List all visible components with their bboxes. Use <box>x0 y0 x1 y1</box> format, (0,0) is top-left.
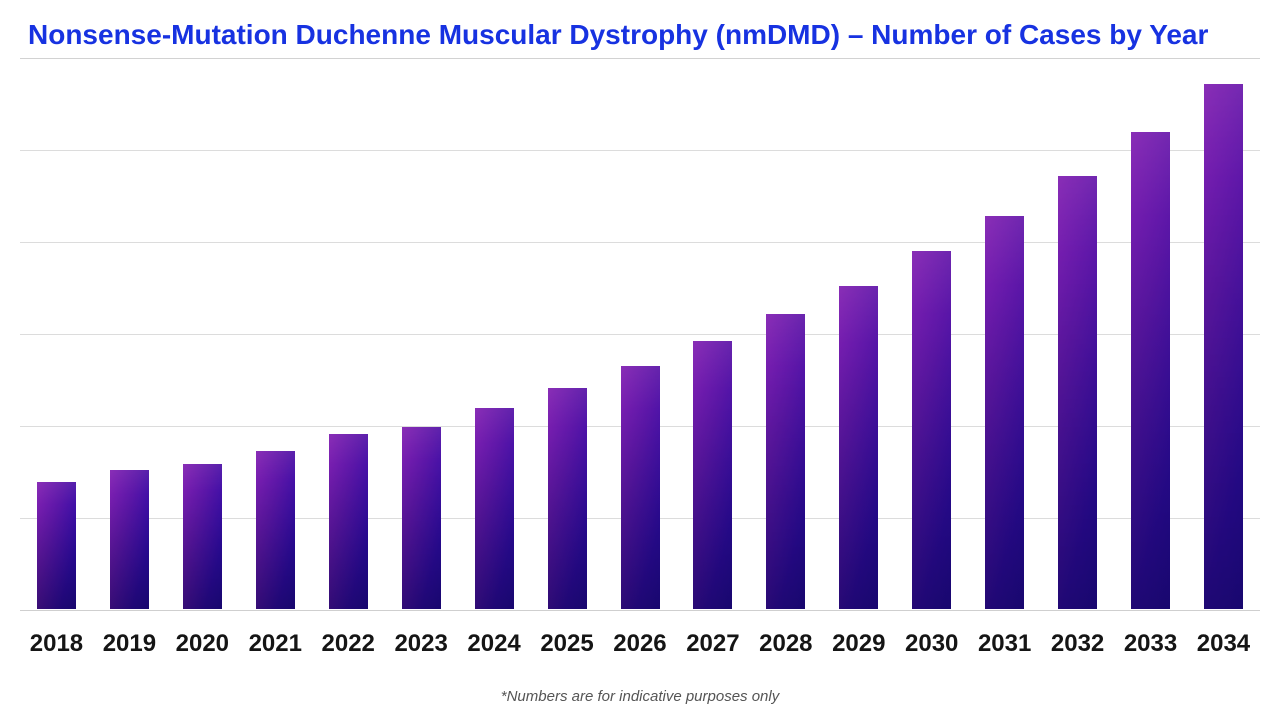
gridline <box>20 58 1260 59</box>
x-label-2033: 2033 <box>1123 630 1178 657</box>
x-label-2026: 2026 <box>613 630 667 657</box>
x-label-2020: 2020 <box>175 630 230 657</box>
x-label-2032: 2032 <box>1050 630 1105 657</box>
x-label-2031: 2031 <box>977 630 1032 657</box>
bar-2023 <box>401 426 441 609</box>
bar-2033 <box>1131 132 1171 609</box>
chart-title: Nonsense-Mutation Duchenne Muscular Dyst… <box>28 19 1209 50</box>
bar-2022 <box>328 434 368 609</box>
bar-2027 <box>693 341 733 609</box>
bar-2030 <box>912 251 952 609</box>
x-label-2022: 2022 <box>321 630 375 657</box>
bar-2028 <box>766 313 806 609</box>
gridline <box>20 334 1260 335</box>
bar-2021 <box>255 450 295 609</box>
gridline <box>20 150 1260 151</box>
bar-2032 <box>1058 175 1098 609</box>
bar-2020 <box>182 463 222 609</box>
x-label-2029: 2029 <box>832 630 886 657</box>
bar-chart <box>20 58 1260 611</box>
bar-2034 <box>1204 83 1243 609</box>
x-axis: 2018 2019 2020 2021 2022 2023 2024 2025 2026 2027… <box>20 626 1260 662</box>
gridline <box>20 610 1260 611</box>
x-label-2024: 2024 <box>467 630 521 657</box>
bar-2025 <box>547 388 587 609</box>
x-label-2027: 2027 <box>686 630 740 657</box>
footnote: *Numbers are for indicative purposes onl… <box>500 688 780 705</box>
bar-2026 <box>620 366 660 609</box>
bar-2029 <box>839 286 879 609</box>
x-label-2025: 2025 <box>540 630 594 657</box>
bar-2024 <box>474 408 514 609</box>
x-label-2034: 2034 <box>1196 630 1251 657</box>
x-label-2019: 2019 <box>102 630 157 657</box>
x-label-2023: 2023 <box>394 630 448 657</box>
bar-2031 <box>985 216 1025 609</box>
bar-2018 <box>37 482 76 609</box>
gridline <box>20 242 1260 243</box>
x-label-2018: 2018 <box>29 630 84 657</box>
x-label-2021: 2021 <box>248 630 302 657</box>
x-label-2030: 2030 <box>905 630 959 657</box>
bar-2019 <box>109 470 149 609</box>
x-label-2028: 2028 <box>759 630 813 657</box>
